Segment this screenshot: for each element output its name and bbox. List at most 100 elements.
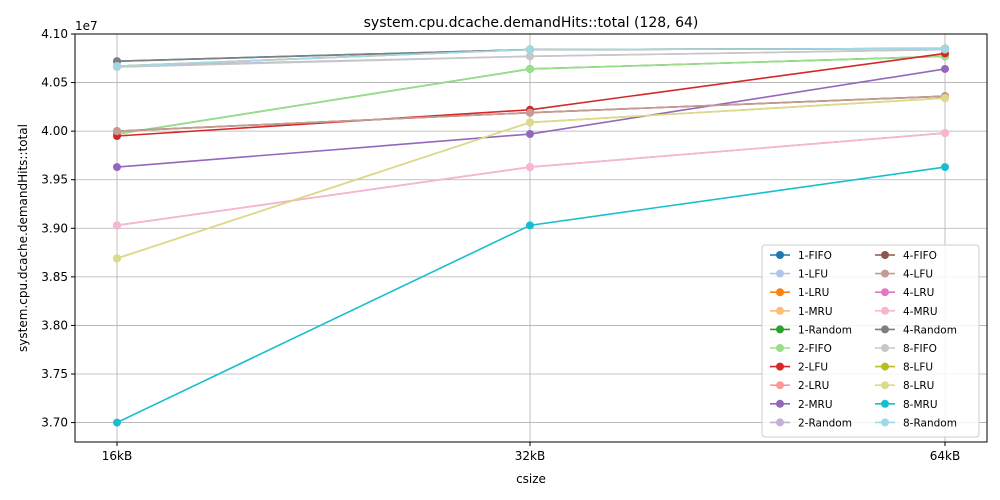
x-tick-label: 32kB — [515, 449, 545, 463]
legend-item: 8-LFU — [875, 362, 933, 374]
y-tick-label: 3.70 — [41, 416, 68, 430]
legend-item: 1-Random — [770, 324, 852, 336]
legend-swatch-marker — [776, 251, 784, 259]
data-point — [941, 163, 949, 172]
x-tick-label: 64kB — [930, 449, 960, 463]
legend-label: 8-FIFO — [903, 343, 937, 355]
y-tick-label: 3.75 — [41, 367, 68, 381]
legend-label: 1-LRU — [798, 287, 829, 299]
legend-swatch-marker — [776, 418, 784, 427]
data-point — [941, 94, 949, 103]
y-tick-label: 4.00 — [41, 124, 68, 138]
data-point — [113, 221, 121, 230]
legend-label: 1-LFU — [798, 269, 828, 281]
data-point — [526, 45, 534, 54]
data-point — [526, 118, 534, 127]
legend-label: 8-LRU — [903, 380, 934, 392]
legend-item: 1-LRU — [770, 287, 829, 299]
data-point — [526, 64, 534, 73]
data-point — [113, 254, 121, 263]
series-layer — [113, 44, 949, 427]
y-axis-offset-label: 1e7 — [75, 19, 98, 33]
legend-item: 8-Random — [875, 417, 957, 429]
legend-item: 4-LFU — [875, 269, 933, 281]
legend-swatch-marker — [776, 306, 784, 315]
x-axis-ticks: 16kB 32kB 64kB — [102, 442, 960, 463]
legend-box — [761, 244, 980, 438]
data-point — [113, 163, 121, 172]
data-point — [113, 418, 121, 427]
data-point — [113, 62, 121, 71]
legend-swatch-marker — [881, 306, 889, 315]
legend-label: 2-LRU — [798, 380, 829, 392]
y-axis-ticks: 3.70 3.75 3.80 3.85 3.90 3.95 4.00 4.05 4.10 — [41, 27, 75, 430]
plot-area-frame — [74, 33, 988, 443]
y-axis-title: system.cpu.dcache.demandHits::total — [16, 124, 30, 352]
legend-label: 8-LFU — [903, 362, 933, 374]
series-8-mru — [113, 163, 949, 427]
data-point — [526, 130, 534, 139]
legend-label: 1-MRU — [798, 306, 833, 318]
legend-swatch-marker — [776, 344, 784, 352]
legend-item: 1-MRU — [770, 306, 833, 318]
data-point — [526, 52, 534, 61]
legend-swatch-marker — [776, 325, 784, 334]
legend-swatch-marker — [881, 381, 889, 390]
legend-swatch-marker — [881, 399, 889, 408]
data-point — [941, 64, 949, 73]
legend-item: 1-FIFO — [770, 250, 832, 262]
series-8-random — [113, 44, 949, 71]
legend-swatch-marker — [881, 344, 889, 352]
legend-label: 2-Random — [798, 417, 852, 429]
legend-item: 4-FIFO — [875, 250, 937, 262]
legend-item: 2-Random — [770, 417, 852, 429]
legend-item: 2-FIFO — [770, 343, 832, 355]
legend-label: 4-MRU — [903, 306, 938, 318]
legend-item: 4-LRU — [875, 287, 934, 299]
series-8-lru — [113, 94, 949, 263]
legend-swatch-marker — [881, 325, 889, 334]
data-point — [941, 44, 949, 53]
legend-swatch-marker — [776, 381, 784, 390]
legend-swatch-marker — [881, 269, 889, 278]
legend-item: 1-LFU — [770, 269, 828, 281]
series-4-mru — [113, 129, 949, 230]
series-4-lfu — [113, 92, 949, 136]
legend-label: 8-Random — [903, 417, 957, 429]
legend-label: 1-Random — [798, 324, 852, 336]
legend-label: 4-FIFO — [903, 250, 937, 262]
y-tick-label: 3.95 — [41, 173, 68, 187]
legend-swatch-marker — [776, 399, 784, 408]
legend-swatch-marker — [881, 288, 889, 297]
x-tick-label: 16kB — [102, 449, 132, 463]
legend-item: 2-LFU — [770, 362, 828, 374]
legend-swatch-marker — [881, 362, 889, 371]
data-point — [113, 127, 121, 136]
y-tick-label: 3.90 — [41, 221, 68, 235]
legend-label: 4-LRU — [903, 287, 934, 299]
legend-label: 2-FIFO — [798, 343, 832, 355]
data-point — [941, 129, 949, 138]
legend-item: 8-LRU — [875, 380, 934, 392]
series-2-mru — [113, 64, 949, 172]
y-tick-label: 3.80 — [41, 318, 68, 332]
legend-item: 4-Random — [875, 324, 957, 336]
y-tick-label: 4.10 — [41, 27, 68, 41]
legend-swatch-marker — [776, 362, 784, 371]
y-tick-label: 4.05 — [41, 76, 68, 90]
data-point — [526, 163, 534, 172]
legend-swatch-marker — [776, 288, 784, 297]
legend-label: 4-LFU — [903, 269, 933, 281]
legend-item: 4-MRU — [875, 306, 938, 318]
legend-item: 2-LRU — [770, 380, 829, 392]
legend-swatch-marker — [881, 418, 889, 427]
legend-label: 4-Random — [903, 324, 957, 336]
legend-item: 2-MRU — [770, 399, 833, 411]
y-tick-label: 3.85 — [41, 270, 68, 284]
legend: 1-FIFO 1-LFU 1-LRU 1-MRU 1-Random 2-FIFO 2-LFU… — [761, 244, 980, 438]
legend-label: 1-FIFO — [798, 250, 832, 262]
legend-item: 8-FIFO — [875, 343, 937, 355]
legend-item: 8-MRU — [875, 399, 938, 411]
legend-label: 2-MRU — [798, 399, 833, 411]
